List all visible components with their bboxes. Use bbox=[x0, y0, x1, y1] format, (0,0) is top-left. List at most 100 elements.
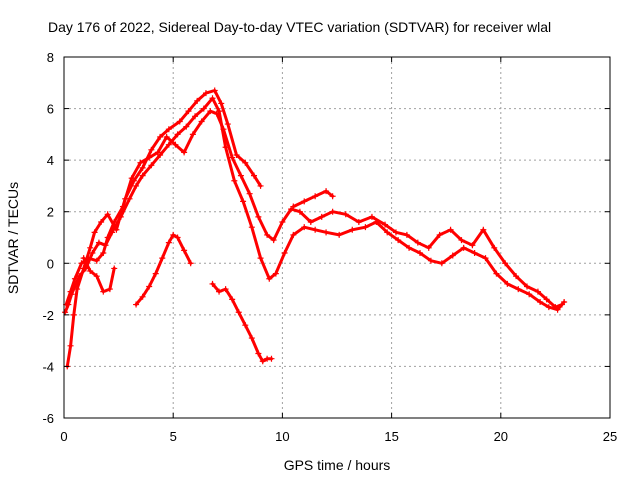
data-point bbox=[493, 270, 500, 277]
data-point bbox=[447, 226, 454, 233]
series-track-3 bbox=[64, 87, 264, 370]
data-point bbox=[87, 268, 94, 275]
data-point bbox=[100, 288, 107, 295]
data-point bbox=[192, 113, 199, 120]
data-point bbox=[362, 224, 369, 231]
data-point bbox=[213, 110, 220, 117]
data-point bbox=[248, 224, 255, 231]
data-point bbox=[537, 298, 544, 305]
data-point bbox=[172, 141, 179, 148]
series-track-5 bbox=[133, 231, 194, 308]
series-line bbox=[211, 282, 273, 363]
data-point bbox=[482, 255, 489, 262]
data-point bbox=[384, 229, 391, 236]
chart-title: Day 176 of 2022, Sidereal Day-to-day VTE… bbox=[48, 19, 551, 35]
data-point bbox=[392, 229, 399, 236]
data-point bbox=[133, 182, 140, 189]
data-point bbox=[301, 224, 308, 231]
data-point bbox=[137, 159, 144, 166]
data-point bbox=[416, 249, 423, 256]
series-line bbox=[291, 189, 335, 209]
data-point bbox=[425, 244, 432, 251]
y-tick-label: 4 bbox=[47, 153, 54, 168]
data-point bbox=[270, 237, 277, 244]
data-point bbox=[174, 234, 181, 241]
data-point bbox=[257, 182, 264, 189]
y-tick-label: -6 bbox=[42, 411, 54, 426]
data-point bbox=[257, 255, 264, 262]
data-point bbox=[264, 231, 271, 238]
data-point bbox=[139, 293, 146, 300]
data-point bbox=[139, 172, 146, 179]
data-point bbox=[266, 275, 273, 282]
data-point bbox=[187, 260, 194, 267]
y-tick-label: -2 bbox=[42, 308, 54, 323]
data-point bbox=[545, 304, 552, 311]
data-point bbox=[382, 221, 389, 228]
data-point bbox=[70, 311, 77, 318]
data-point bbox=[229, 296, 236, 303]
data-point bbox=[279, 219, 286, 226]
data-point bbox=[202, 90, 209, 97]
data-point bbox=[165, 126, 172, 133]
data-point bbox=[471, 249, 478, 256]
data-point bbox=[558, 301, 565, 308]
data-point bbox=[170, 231, 177, 238]
data-point bbox=[323, 188, 330, 195]
data-point bbox=[301, 198, 308, 205]
data-point bbox=[224, 121, 231, 128]
data-point bbox=[67, 342, 74, 349]
data-point bbox=[480, 226, 487, 233]
data-point bbox=[93, 273, 100, 280]
data-point bbox=[312, 226, 319, 233]
data-point bbox=[259, 358, 266, 365]
data-point bbox=[89, 249, 96, 256]
data-point bbox=[307, 219, 314, 226]
data-point bbox=[106, 286, 113, 293]
x-tick-label: 20 bbox=[494, 429, 508, 444]
data-point bbox=[67, 288, 74, 295]
data-point bbox=[133, 301, 140, 308]
data-point bbox=[268, 355, 275, 362]
data-point bbox=[296, 208, 303, 215]
series-track-6 bbox=[209, 280, 275, 365]
data-point bbox=[406, 244, 413, 251]
data-point bbox=[80, 265, 87, 272]
data-point bbox=[231, 177, 238, 184]
data-point bbox=[329, 193, 336, 200]
x-tick-label: 10 bbox=[275, 429, 289, 444]
data-point bbox=[242, 322, 249, 329]
data-point bbox=[460, 244, 467, 251]
data-point bbox=[130, 177, 137, 184]
data-point bbox=[449, 252, 456, 259]
series-line bbox=[65, 89, 263, 368]
grid bbox=[64, 57, 610, 418]
plot-frame bbox=[63, 56, 611, 419]
data-point bbox=[100, 249, 107, 256]
data-point bbox=[185, 108, 192, 115]
x-axis-label: GPS time / hours bbox=[284, 457, 391, 473]
data-point bbox=[436, 231, 443, 238]
data-point bbox=[342, 211, 349, 218]
data-point bbox=[139, 164, 146, 171]
data-point bbox=[74, 286, 81, 293]
data-point bbox=[281, 249, 288, 256]
data-point bbox=[229, 154, 236, 161]
data-point bbox=[255, 213, 262, 220]
data-point bbox=[255, 350, 262, 357]
series-line bbox=[63, 96, 566, 314]
data-point bbox=[148, 146, 155, 153]
data-point bbox=[104, 211, 111, 218]
data-point bbox=[329, 208, 336, 215]
data-point bbox=[181, 149, 188, 156]
series-track-2 bbox=[63, 108, 565, 311]
data-point bbox=[209, 95, 216, 102]
y-tick-label: 0 bbox=[47, 256, 54, 271]
data-point bbox=[194, 97, 201, 104]
data-point bbox=[218, 100, 225, 107]
data-point bbox=[502, 260, 509, 267]
data-point bbox=[438, 260, 445, 267]
data-point bbox=[157, 133, 164, 140]
series-line bbox=[134, 233, 193, 306]
